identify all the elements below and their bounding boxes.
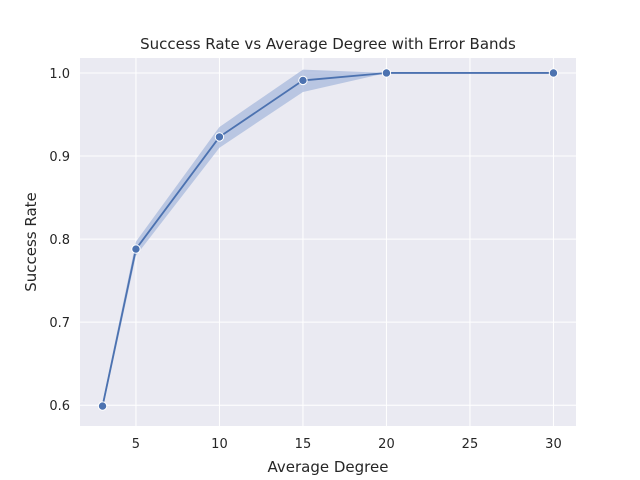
x-tick-label: 20 xyxy=(378,437,395,452)
y-axis-label: Success Rate xyxy=(22,192,40,292)
data-point xyxy=(381,68,392,78)
series-line-path xyxy=(101,72,554,407)
data-point xyxy=(298,75,308,86)
x-tick-label: 10 xyxy=(211,437,228,452)
data-point xyxy=(97,401,108,411)
y-tick-label: 0.8 xyxy=(49,233,70,248)
series-markers xyxy=(97,68,559,411)
x-axis-label: Average Degree xyxy=(268,458,389,476)
y-tick-label: 0.7 xyxy=(49,316,70,331)
series-line xyxy=(101,72,554,407)
x-tick-label: 30 xyxy=(545,437,562,452)
tick-labels: 5 10 15 20 25 30 0.6 0.7 0.8 0.9 1.0 xyxy=(49,67,561,452)
y-tick-label: 1.0 xyxy=(49,67,70,82)
chart-title: Success Rate vs Average Degree with Erro… xyxy=(140,35,516,53)
x-tick-label: 25 xyxy=(462,437,479,452)
x-tick-label: 5 xyxy=(132,437,140,452)
data-point xyxy=(131,244,141,254)
y-tick-label: 0.9 xyxy=(49,150,70,165)
y-tick-label: 0.6 xyxy=(49,399,70,414)
plot-area xyxy=(80,58,576,426)
data-point xyxy=(548,68,559,78)
data-point xyxy=(214,132,225,142)
x-tick-label: 15 xyxy=(295,437,312,452)
